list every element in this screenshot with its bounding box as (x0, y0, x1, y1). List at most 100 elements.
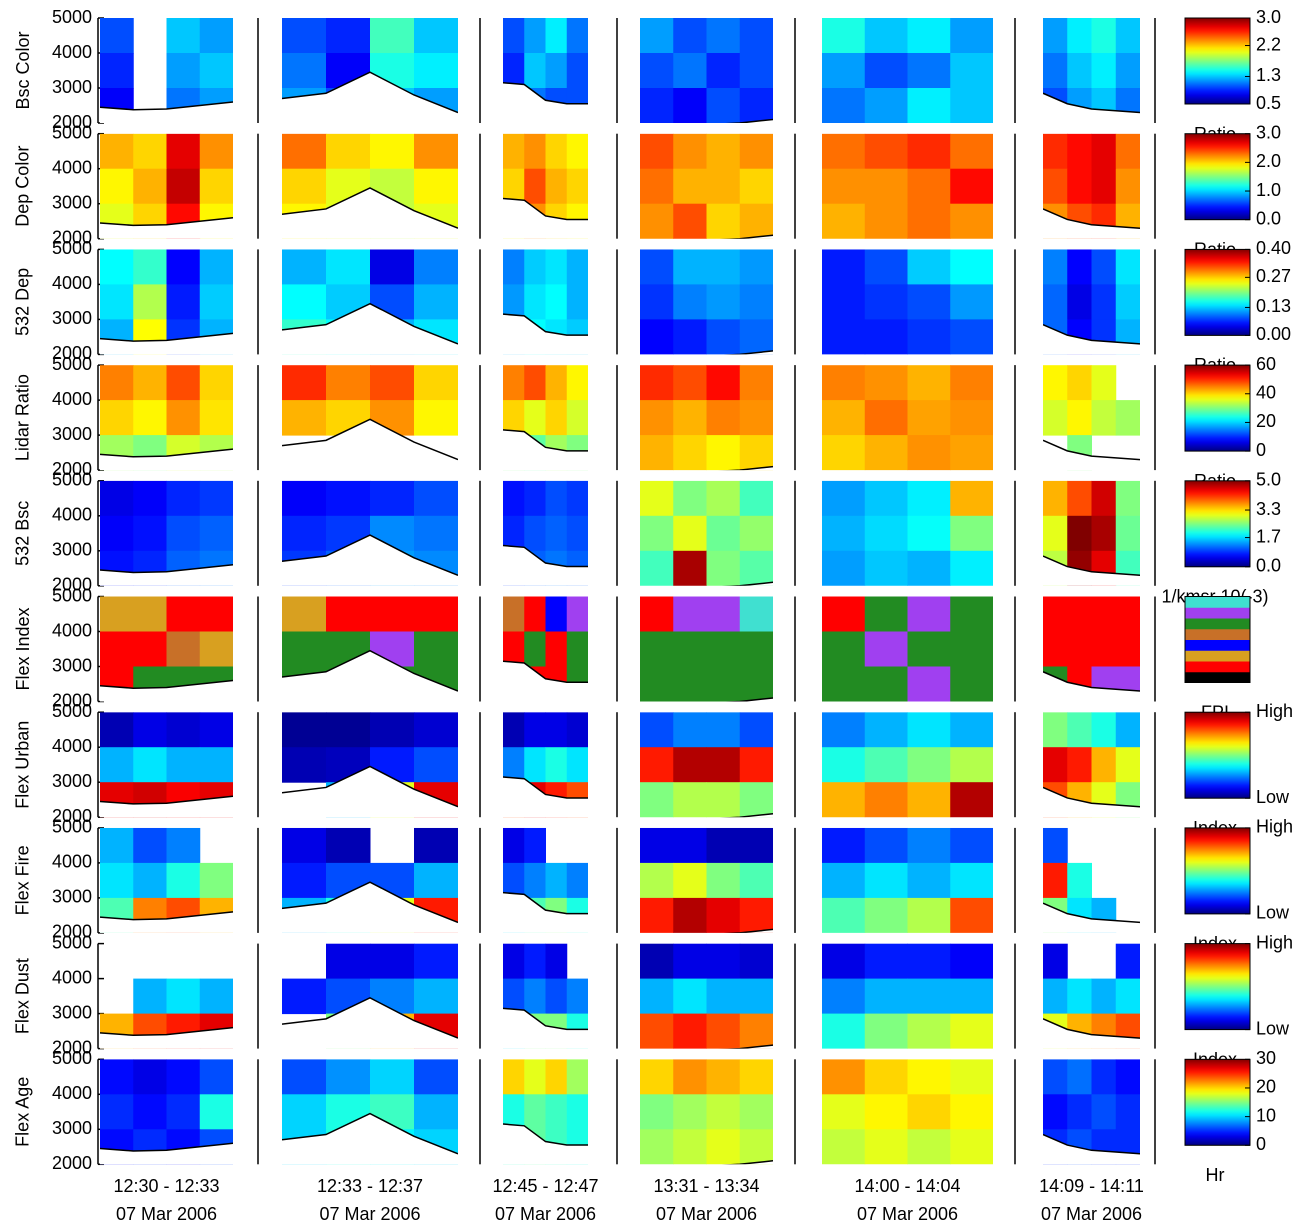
cell (739, 747, 773, 783)
y-tick-label: 3000 (52, 1118, 92, 1138)
colorbar-tick-label: Low (1256, 787, 1290, 807)
cell (326, 712, 371, 748)
panel (640, 596, 773, 702)
terrain-mask (100, 796, 233, 818)
date-label: 07 Mar 2006 (857, 1204, 958, 1224)
terrain-line (282, 649, 458, 692)
cell (907, 897, 951, 933)
cell (282, 978, 327, 1015)
cell (1115, 168, 1140, 205)
colorbar-tick-label: High (1256, 701, 1293, 721)
cell (166, 978, 201, 1015)
cell (1067, 365, 1092, 401)
cell (503, 18, 525, 54)
cell (864, 978, 908, 1015)
colorbar-tick-label: Low (1256, 1018, 1290, 1038)
cell (907, 365, 951, 401)
cell (640, 897, 674, 933)
cell (673, 666, 707, 702)
date-label: 07 Mar 2006 (1041, 1204, 1142, 1224)
cell (133, 1059, 167, 1095)
cell (907, 712, 951, 748)
cell (822, 862, 866, 899)
cell (864, 319, 908, 355)
cell (950, 435, 993, 471)
terrain-mask (100, 217, 233, 239)
cell (673, 203, 707, 239)
panel (100, 1059, 233, 1165)
cell (673, 1013, 707, 1049)
terrain-mask (503, 892, 588, 933)
cell (566, 862, 588, 899)
cell (1043, 1059, 1068, 1095)
cell (100, 596, 134, 632)
cell (864, 133, 908, 170)
panel (100, 18, 233, 123)
colorbar-tick-label: 3.0 (1256, 7, 1281, 27)
cell (326, 943, 371, 980)
cell (640, 862, 674, 899)
cell (706, 365, 741, 401)
cell (1091, 596, 1117, 632)
terrain-line (725, 350, 773, 355)
colorbar-tick-label: 20 (1256, 411, 1276, 431)
cell (706, 133, 741, 170)
cell (166, 18, 201, 54)
cell (907, 319, 951, 355)
panel (282, 1059, 458, 1165)
cell (907, 943, 951, 980)
terrain-mask (1043, 1134, 1140, 1165)
cell (1067, 249, 1092, 285)
cell (1091, 515, 1117, 552)
cell (282, 365, 327, 401)
terrain-mask (100, 102, 233, 123)
cell (199, 133, 233, 170)
cell (640, 18, 674, 54)
panel (640, 943, 773, 1049)
cell (822, 712, 866, 748)
cell (907, 1129, 951, 1165)
terrain-line (282, 765, 458, 808)
cell (706, 747, 741, 783)
cell (566, 747, 588, 783)
terrain-mask (1043, 671, 1140, 702)
cell (822, 666, 866, 702)
cell (739, 133, 773, 170)
cell (1115, 631, 1140, 667)
cell (907, 827, 951, 864)
cell (864, 480, 908, 517)
cell (739, 550, 773, 586)
date-label: 07 Mar 2006 (495, 1204, 596, 1224)
cell (326, 480, 371, 517)
time-label: 12:33 - 12:37 (317, 1176, 423, 1196)
cell (166, 365, 201, 401)
y-tick-label: 5000 (52, 932, 92, 952)
cell (566, 365, 588, 401)
cell (822, 435, 866, 471)
cell (822, 249, 866, 285)
row-label: Flex Urban (13, 721, 33, 809)
terrain-mask (282, 997, 458, 1049)
cell (414, 515, 458, 552)
cell (640, 53, 674, 89)
cell (1091, 249, 1117, 285)
cell (326, 596, 371, 632)
terrain-line (282, 71, 458, 114)
cell (864, 365, 908, 401)
cell (1115, 18, 1140, 54)
cell (100, 365, 134, 401)
cell (370, 133, 415, 170)
cell (166, 249, 201, 285)
cell (907, 666, 951, 702)
terrain-mask (1043, 208, 1140, 239)
y-tick-label: 2000 (52, 112, 92, 132)
cell (950, 747, 993, 783)
terrain-mask (503, 429, 588, 471)
cell (524, 249, 546, 285)
cell (1091, 284, 1117, 320)
colorbar-frame (1184, 480, 1251, 568)
terrain-mask (1043, 1018, 1140, 1049)
cell (706, 862, 741, 899)
cell (1067, 515, 1092, 552)
terrain-line (822, 1168, 993, 1172)
